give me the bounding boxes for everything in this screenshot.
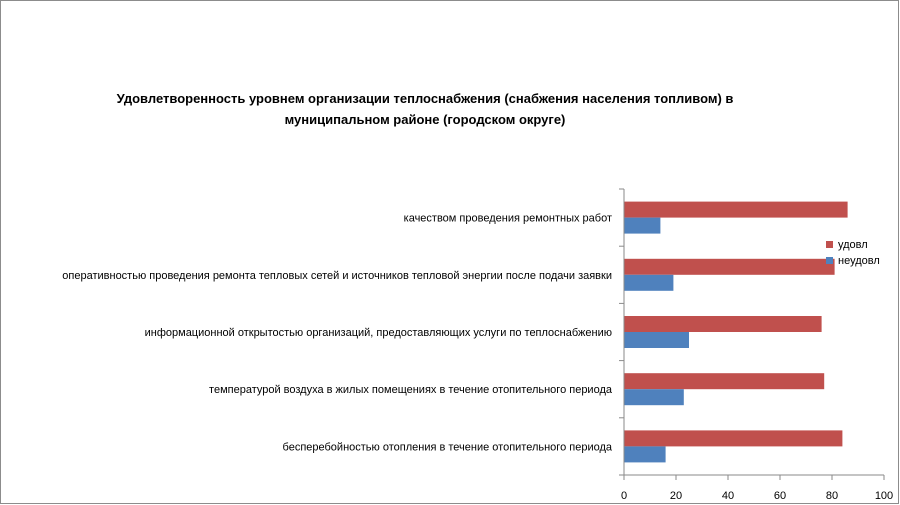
axes-layer bbox=[619, 188, 885, 480]
x-tick-label-3: 60 bbox=[774, 490, 786, 502]
bar-satisfied-1 bbox=[624, 373, 825, 390]
bar-unsatisfied-4 bbox=[624, 217, 661, 234]
legend-swatch-unsatisfied bbox=[826, 257, 833, 264]
chart-title-line-2: муниципальном районе (городском округе) bbox=[284, 112, 566, 127]
x-tick-label-1: 20 bbox=[670, 490, 682, 502]
x-tick-label-2: 40 bbox=[722, 490, 734, 502]
bar-satisfied-2 bbox=[624, 316, 822, 332]
category-label-2: информационной открытостью организаций, … bbox=[145, 327, 612, 339]
bar-unsatisfied-3 bbox=[624, 274, 674, 291]
chart-title-line-1: Удовлетворенность уровнем организации те… bbox=[116, 91, 734, 106]
bar-unsatisfied-2 bbox=[624, 332, 689, 348]
x-tick-label-5: 100 bbox=[875, 490, 893, 502]
bar-satisfied-4 bbox=[624, 201, 848, 218]
bar-unsatisfied-0 bbox=[624, 446, 666, 463]
legend: удовл неудовл bbox=[826, 239, 880, 267]
category-label-4: качеством проведения ремонтных работ bbox=[404, 213, 612, 225]
x-tick-label-0: 0 bbox=[621, 490, 627, 502]
bar-unsatisfied-1 bbox=[624, 389, 684, 406]
bars-layer bbox=[624, 201, 848, 463]
category-labels: бесперебойностью отопления в течение ото… bbox=[62, 213, 613, 454]
bar-satisfied-0 bbox=[624, 430, 843, 447]
category-label-3: оперативностью проведения ремонта теплов… bbox=[62, 270, 612, 282]
category-label-0: бесперебойностью отопления в течение ото… bbox=[283, 441, 613, 453]
legend-label-satisfied: удовл bbox=[838, 239, 868, 251]
legend-swatch-satisfied bbox=[826, 241, 833, 248]
x-tick-labels: 0 20 40 60 80 100 bbox=[621, 490, 893, 502]
bar-satisfied-3 bbox=[624, 258, 835, 275]
chart-title: Удовлетворенность уровнем организации те… bbox=[0, 88, 850, 130]
category-label-1: температурой воздуха в жилых помещениях … bbox=[209, 384, 613, 396]
legend-label-unsatisfied: неудовл bbox=[838, 255, 880, 267]
x-tick-label-4: 80 bbox=[826, 490, 838, 502]
